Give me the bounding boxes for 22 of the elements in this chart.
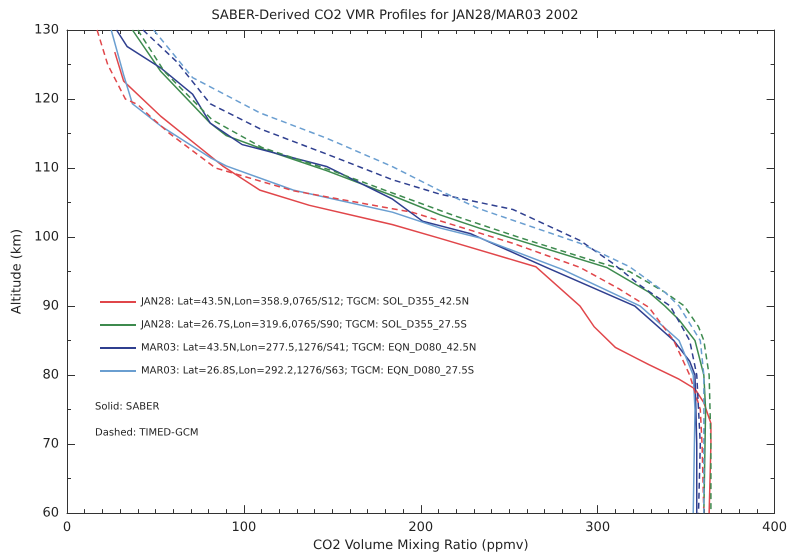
y-tick-label: 110 [34,160,59,176]
x-axis-title: CO2 Volume Mixing Ratio (ppmv) [313,538,529,553]
chart-title: SABER-Derived CO2 VMR Profiles for JAN28/MAR03 2002 [211,8,579,23]
x-tick-label: 200 [408,520,434,536]
legend-label: JAN28: Lat=26.7S,Lon=319.6,0765/S90; TGCM: SOL_D355_27.5S [140,320,467,330]
y-axis-title: Altitude (km) [9,228,24,314]
legend-label: JAN28: Lat=43.5N,Lon=358.9,0765/S12; TGCM: SOL_D355_42.5N [140,296,470,308]
y-tick-label: 70 [42,436,59,452]
x-tick-label: 400 [762,520,788,536]
legend-label: MAR03: Lat=43.5N,Lon=277.5,1276/S41; TGCM: EQN_D080_42.5N [141,342,476,354]
y-tick-label: 130 [34,22,59,38]
y-tick-label: 90 [42,298,59,314]
x-tick-label: 100 [231,520,256,536]
y-tick-label: 80 [42,368,59,383]
legend-label: MAR03: Lat=26.8S,Lon=292.2,1276/S63; TGCM: EQN_D080_27.5S [141,366,474,376]
x-tick-label: 0 [62,520,72,536]
y-tick-label: 100 [34,230,59,245]
y-tick-label: 120 [34,92,59,107]
x-tick-label: 300 [585,520,610,536]
y-tick-label: 60 [42,506,59,521]
annotation: Solid: SABER [95,402,160,412]
annotation: Dashed: TIMED-GCM [95,428,198,438]
